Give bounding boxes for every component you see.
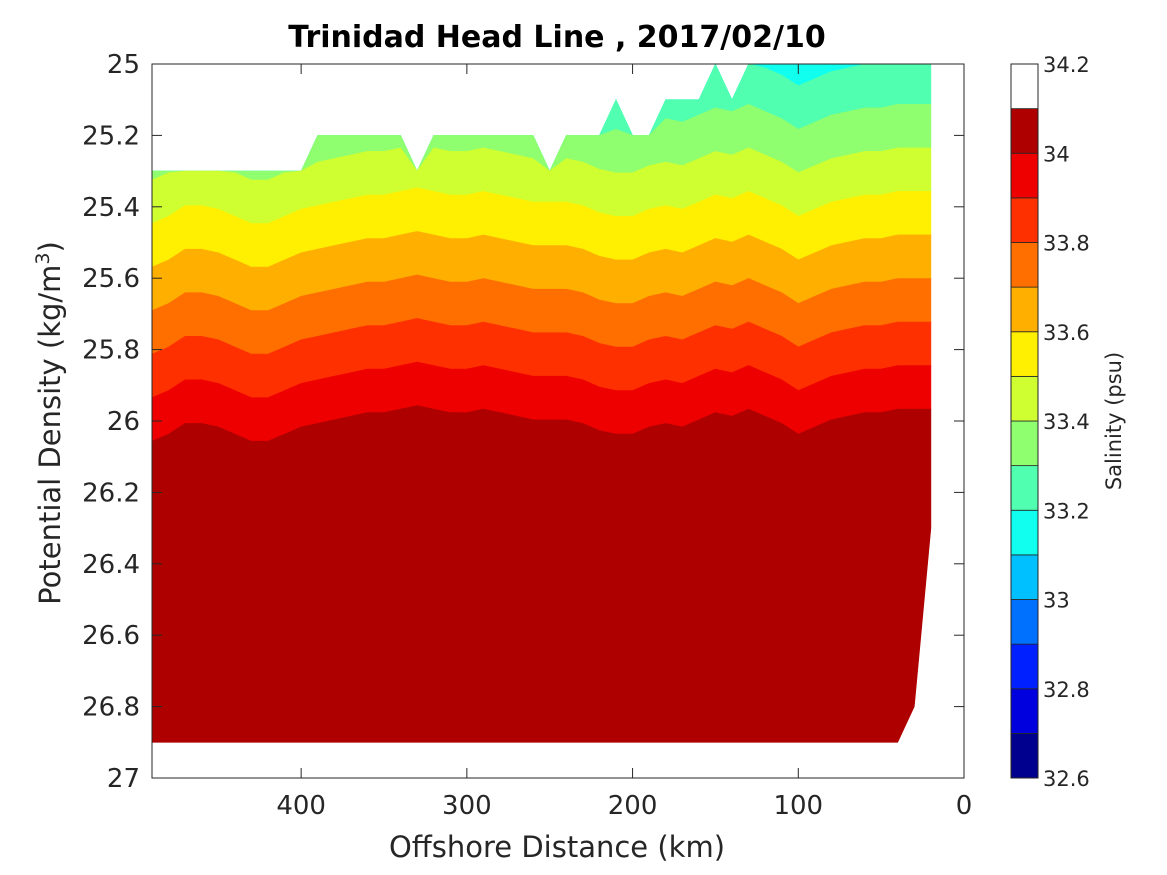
colorbar-tick-label: 33.4 xyxy=(1043,410,1090,434)
colorbar-swatch xyxy=(1010,286,1039,333)
colorbar-tick-label: 33.2 xyxy=(1043,499,1090,523)
x-tick-label: 400 xyxy=(276,791,326,821)
y-tick-label: 25.4 xyxy=(82,193,140,223)
colorbar-swatch xyxy=(1010,465,1039,511)
y-tick-label: 26.4 xyxy=(82,550,140,580)
y-axis-label-main: Potential Density (kg/m xyxy=(33,265,67,605)
colorbar-swatch xyxy=(1010,197,1039,243)
x-tick-label: 300 xyxy=(442,791,492,821)
y-tick-label: 25.8 xyxy=(82,336,140,366)
salinity-band-34.0 xyxy=(152,405,932,743)
y-tick-label: 27 xyxy=(107,764,140,794)
y-axis-label-close: ) xyxy=(33,241,67,252)
y-tick-label: 26.8 xyxy=(82,693,140,723)
colorbar-swatch xyxy=(1010,375,1039,422)
y-tick-label: 25.6 xyxy=(82,264,140,294)
x-tick-label: 100 xyxy=(773,791,823,821)
y-tick-label: 26.6 xyxy=(82,621,140,651)
colorbar-tick-label: 33 xyxy=(1043,589,1070,613)
x-axis-label: Offshore Distance (km) xyxy=(389,830,725,864)
colorbar-tick-label: 34 xyxy=(1043,142,1070,166)
colorbar-label: Salinity (psu) xyxy=(1102,352,1126,490)
colorbar-swatch xyxy=(1010,732,1039,779)
x-tick-label: 0 xyxy=(956,791,973,821)
colorbar-swatch xyxy=(1010,331,1039,377)
contour-plot-area xyxy=(152,64,932,743)
colorbar-frame xyxy=(1010,63,1039,779)
colorbar-swatch xyxy=(1010,599,1039,645)
x-axis: 400 300 200 100 0 xyxy=(276,64,972,821)
colorbar-swatch xyxy=(1010,688,1039,734)
y-axis-label: Potential Density (kg/m3) xyxy=(32,241,67,605)
y-tick-label: 26 xyxy=(107,407,140,437)
colorbar-tick-label: 32.8 xyxy=(1043,678,1090,702)
colorbar-swatch xyxy=(1010,242,1039,288)
y-axis-label-superscript: 3 xyxy=(32,252,54,264)
colorbar-swatch xyxy=(1010,108,1039,154)
y-tick-label: 26.2 xyxy=(82,478,140,508)
y-axis: 25 25.2 25.4 25.6 25.8 26 26.2 26.4 26.6 26.8 27 xyxy=(82,50,964,794)
colorbar-swatch xyxy=(1010,152,1039,199)
colorbar-swatch xyxy=(1010,554,1039,600)
y-tick-label: 25 xyxy=(107,50,140,80)
colorbar-tick-label: 32.6 xyxy=(1043,767,1090,791)
colorbar-tick-label: 34.2 xyxy=(1043,53,1090,77)
colorbar-swatch xyxy=(1010,643,1039,690)
x-tick-label: 200 xyxy=(608,791,658,821)
colorbar-swatch xyxy=(1010,509,1039,556)
colorbar-swatch xyxy=(1010,420,1039,467)
colorbar-tick-label: 33.8 xyxy=(1043,232,1090,256)
y-tick-label: 25.2 xyxy=(82,121,140,151)
chart-title: Trinidad Head Line , 2017/02/10 xyxy=(288,20,825,55)
colorbar-tick-label: 33.6 xyxy=(1043,321,1090,345)
colorbar: 32.6 32.8 33 33.2 33.4 33.6 33.8 34 34.2 xyxy=(1010,53,1090,791)
